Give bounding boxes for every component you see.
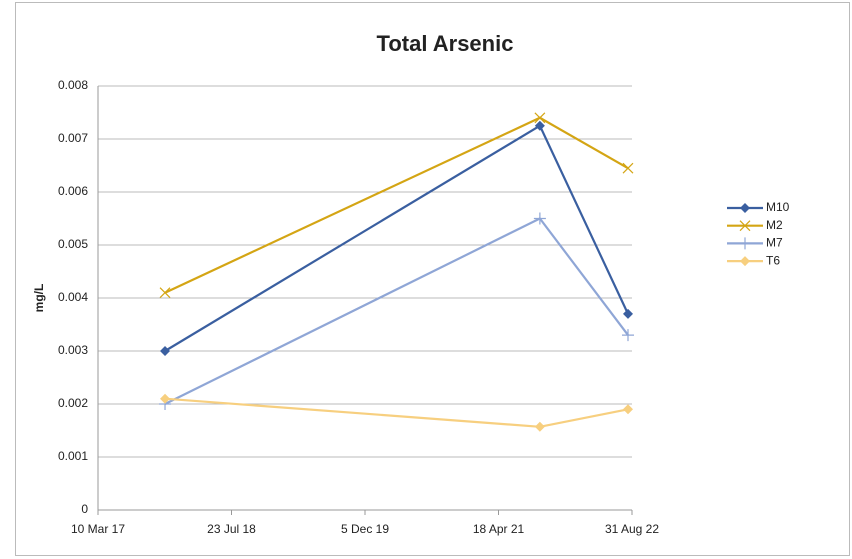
x-tick-label: 18 Apr 21 bbox=[473, 522, 525, 536]
y-axis-label: mg/L bbox=[32, 284, 46, 313]
x-tick-label: 10 Mar 17 bbox=[71, 522, 125, 536]
y-tick-label: 0.003 bbox=[58, 343, 88, 357]
marker bbox=[622, 308, 633, 319]
legend-label: M7 bbox=[766, 236, 783, 250]
marker bbox=[159, 287, 171, 299]
y-tick-label: 0.001 bbox=[58, 449, 88, 463]
legend-marker bbox=[739, 220, 751, 232]
y-tick-label: 0.007 bbox=[58, 131, 88, 145]
legend-marker bbox=[740, 203, 750, 213]
marker bbox=[533, 212, 546, 225]
y-tick-label: 0.006 bbox=[58, 184, 88, 198]
legend-marker bbox=[740, 256, 750, 267]
legend-marker bbox=[739, 237, 751, 250]
chart-frame bbox=[15, 2, 850, 556]
marker bbox=[622, 404, 633, 415]
y-tick-label: 0 bbox=[81, 502, 88, 516]
marker bbox=[534, 120, 545, 131]
y-tick-label: 0.008 bbox=[58, 78, 88, 92]
legend-label: T6 bbox=[766, 253, 780, 267]
y-tick-label: 0.002 bbox=[58, 396, 88, 410]
y-tick-label: 0.004 bbox=[58, 290, 88, 304]
legend-label: M2 bbox=[766, 218, 783, 232]
x-tick-label: 5 Dec 19 bbox=[341, 522, 389, 536]
marker bbox=[621, 329, 634, 342]
legend-label: M10 bbox=[766, 200, 790, 214]
marker bbox=[160, 346, 171, 356]
marker bbox=[534, 421, 545, 432]
x-tick-label: 31 Aug 22 bbox=[605, 522, 659, 536]
marker bbox=[534, 112, 546, 124]
marker bbox=[160, 393, 171, 404]
chart-title: Total Arsenic bbox=[377, 31, 514, 56]
y-tick-label: 0.005 bbox=[58, 237, 88, 251]
marker bbox=[622, 162, 634, 174]
x-tick-label: 23 Jul 18 bbox=[207, 522, 256, 536]
